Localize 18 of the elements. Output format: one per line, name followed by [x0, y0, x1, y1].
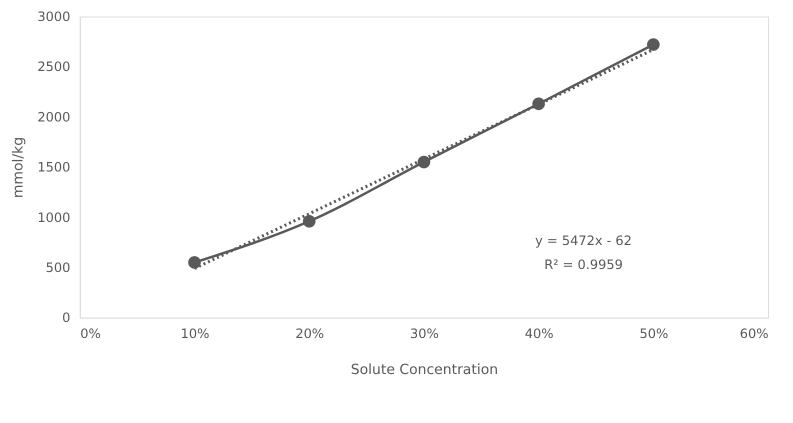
y-axis-title: mmol/kg	[10, 136, 26, 198]
y-tick-label: 2000	[37, 110, 70, 126]
x-tick-label: 0%	[80, 327, 101, 342]
y-tick-label: 3000	[37, 10, 70, 25]
x-tick-label: 60%	[740, 327, 769, 342]
x-axis-title: Solute Concentration	[350, 362, 498, 378]
y-tick-label: 1500	[37, 160, 70, 176]
annotation: y = 5472x - 62	[535, 234, 632, 249]
y-tick-label: 500	[46, 260, 70, 276]
x-tick-label: 30%	[410, 327, 439, 342]
x-tick-label: 50%	[639, 327, 668, 342]
y-tick-label: 2500	[37, 60, 70, 76]
x-tick-label: 40%	[524, 327, 554, 342]
annotation: R² = 0.9959	[544, 258, 623, 273]
y-tick-label: 1000	[37, 210, 70, 226]
x-tick-label: 20%	[295, 327, 324, 342]
x-tick-label: 10%	[180, 327, 210, 342]
y-tick-label: 0	[62, 311, 70, 326]
